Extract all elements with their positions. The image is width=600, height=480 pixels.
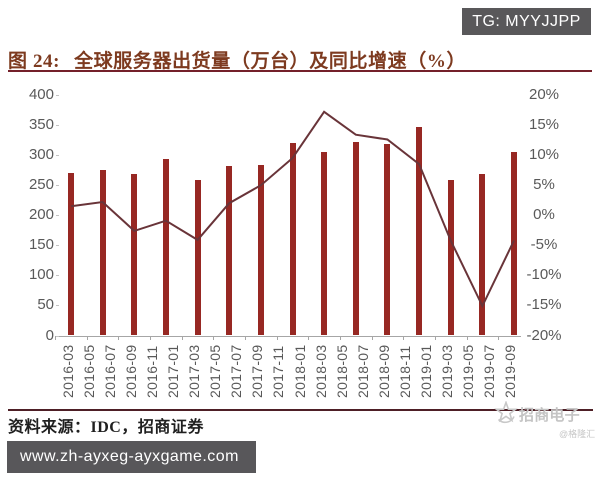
y-axis-tick: [56, 125, 59, 127]
shipment-bar: [416, 126, 423, 336]
shipment-bar: [447, 180, 454, 336]
tg-contact-badge: TG: MYYJJPP: [462, 8, 591, 35]
figure-title: 图 24: 全球服务器出货量（万台）及同比增速（%）: [8, 46, 466, 73]
source-note: 资料来源：IDC，招商证券: [8, 419, 204, 436]
watermark-text: 招商电子: [519, 407, 580, 424]
shipment-bar: [68, 172, 74, 336]
watermark-logo-icon: [494, 401, 518, 424]
y-axis-tick: [56, 155, 59, 157]
left-axis-label: 50: [37, 296, 54, 314]
left-axis-label: 400: [28, 86, 54, 103]
title-divider: [8, 70, 592, 72]
left-axis-label: 300: [28, 146, 54, 164]
y-axis-tick: [56, 215, 59, 217]
shipment-bar: [352, 142, 359, 336]
x-axis-tick: [118, 336, 120, 340]
x-axis-tick: [181, 336, 183, 340]
left-axis-label: 0: [45, 326, 54, 344]
right-axis-label: -10%: [526, 266, 562, 284]
shipment-bar: [321, 152, 328, 336]
x-axis-tick: [276, 336, 278, 340]
shipment-bar: [226, 165, 233, 336]
shipment-bar: [194, 179, 201, 336]
url-banner: www.zh-ayxeg-ayxgame.com: [7, 441, 256, 473]
shipment-bar: [479, 174, 486, 336]
right-axis-label: 5%: [533, 176, 555, 194]
x-axis-tick: [55, 336, 57, 340]
left-axis-label: 350: [28, 116, 54, 134]
y-axis-tick: [56, 95, 59, 96]
y-axis-tick: [56, 305, 59, 307]
right-axis-label: -5%: [530, 236, 558, 254]
x-axis-tick: [86, 336, 88, 340]
yoy-line: [70, 110, 515, 309]
right-axis-label: -15%: [526, 296, 562, 314]
left-axis-label: 150: [28, 236, 54, 254]
x-axis-tick: [371, 336, 373, 340]
right-axis-label: 20%: [528, 86, 560, 103]
right-axis-label: -20%: [526, 326, 562, 344]
x-axis-tick: [308, 336, 310, 340]
shipment-bar: [257, 165, 264, 336]
shipment-bar: [162, 158, 169, 336]
left-axis-label: 200: [28, 206, 54, 224]
shipment-bar: [99, 169, 106, 336]
y-axis-tick: [56, 335, 59, 337]
figure-title-text: 全球服务器出货量（万台）及同比增速（%）: [74, 51, 467, 72]
x-axis-tick: [150, 336, 152, 340]
x-axis-tick: [466, 336, 468, 340]
x-axis-tick: [434, 336, 436, 340]
x-axis-line: [55, 335, 521, 337]
figure-number: 图 24:: [8, 51, 61, 72]
right-axis-label: 15%: [528, 116, 560, 134]
shipment-bar: [384, 143, 391, 336]
x-axis-tick: [245, 336, 247, 340]
watermark-badge: @格隆汇: [559, 429, 596, 439]
x-axis-tick: [213, 336, 215, 340]
footer-divider: [8, 409, 593, 411]
shipment-bar: [511, 151, 517, 336]
left-axis-label: 100: [28, 266, 54, 284]
right-axis-label: 10%: [528, 146, 560, 164]
left-axis-label: 250: [28, 176, 54, 194]
right-axis-label: 0%: [533, 206, 555, 224]
y-axis-tick: [56, 245, 59, 247]
y-axis-tick: [56, 185, 59, 187]
x-axis-tick: [339, 336, 341, 340]
y-axis-tick: [56, 275, 59, 277]
shipment-bar: [131, 173, 138, 336]
x-axis-tick: [498, 336, 500, 340]
x-axis-tick: [403, 336, 405, 340]
shipment-bar: [289, 143, 296, 336]
